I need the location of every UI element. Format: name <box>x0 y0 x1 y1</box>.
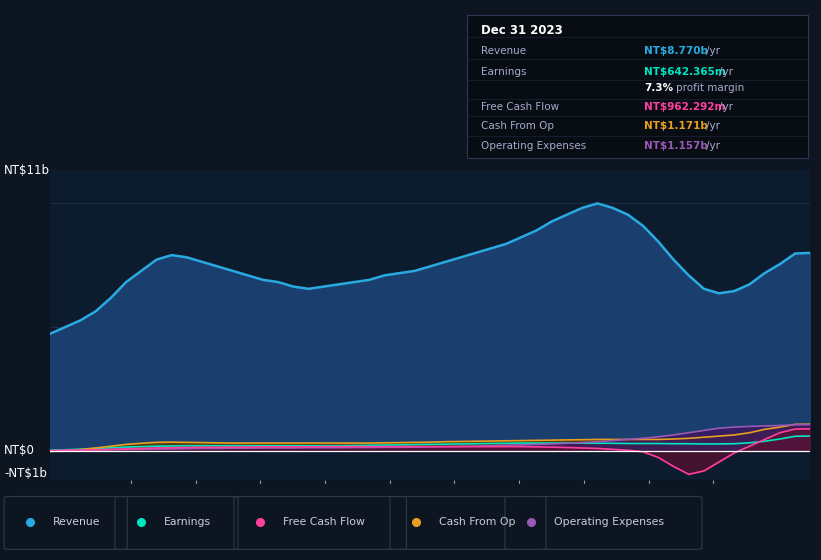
Text: Cash From Op: Cash From Op <box>480 121 553 131</box>
Text: -NT$1b: -NT$1b <box>4 466 47 480</box>
Text: Operating Expenses: Operating Expenses <box>480 141 586 151</box>
Text: Cash From Op: Cash From Op <box>439 517 516 527</box>
Text: /yr: /yr <box>718 101 732 111</box>
Text: NT$1.157b: NT$1.157b <box>644 141 709 151</box>
Text: Operating Expenses: Operating Expenses <box>554 517 664 527</box>
Text: NT$8.770b: NT$8.770b <box>644 46 709 57</box>
Text: /yr: /yr <box>706 141 720 151</box>
Text: 7.3%: 7.3% <box>644 83 673 93</box>
Text: Free Cash Flow: Free Cash Flow <box>283 517 365 527</box>
Text: Revenue: Revenue <box>480 46 525 57</box>
Text: NT$0: NT$0 <box>4 444 35 457</box>
Text: Dec 31 2023: Dec 31 2023 <box>480 24 562 36</box>
Text: /yr: /yr <box>718 67 732 77</box>
Text: Earnings: Earnings <box>164 517 211 527</box>
Text: Free Cash Flow: Free Cash Flow <box>480 101 559 111</box>
Text: NT$962.292m: NT$962.292m <box>644 101 726 111</box>
Text: profit margin: profit margin <box>676 83 744 93</box>
Text: /yr: /yr <box>706 121 720 131</box>
Text: Revenue: Revenue <box>53 517 101 527</box>
Text: /yr: /yr <box>706 46 720 57</box>
Text: NT$642.365m: NT$642.365m <box>644 67 726 77</box>
Text: NT$11b: NT$11b <box>4 164 50 178</box>
Text: Earnings: Earnings <box>480 67 526 77</box>
Text: NT$1.171b: NT$1.171b <box>644 121 709 131</box>
